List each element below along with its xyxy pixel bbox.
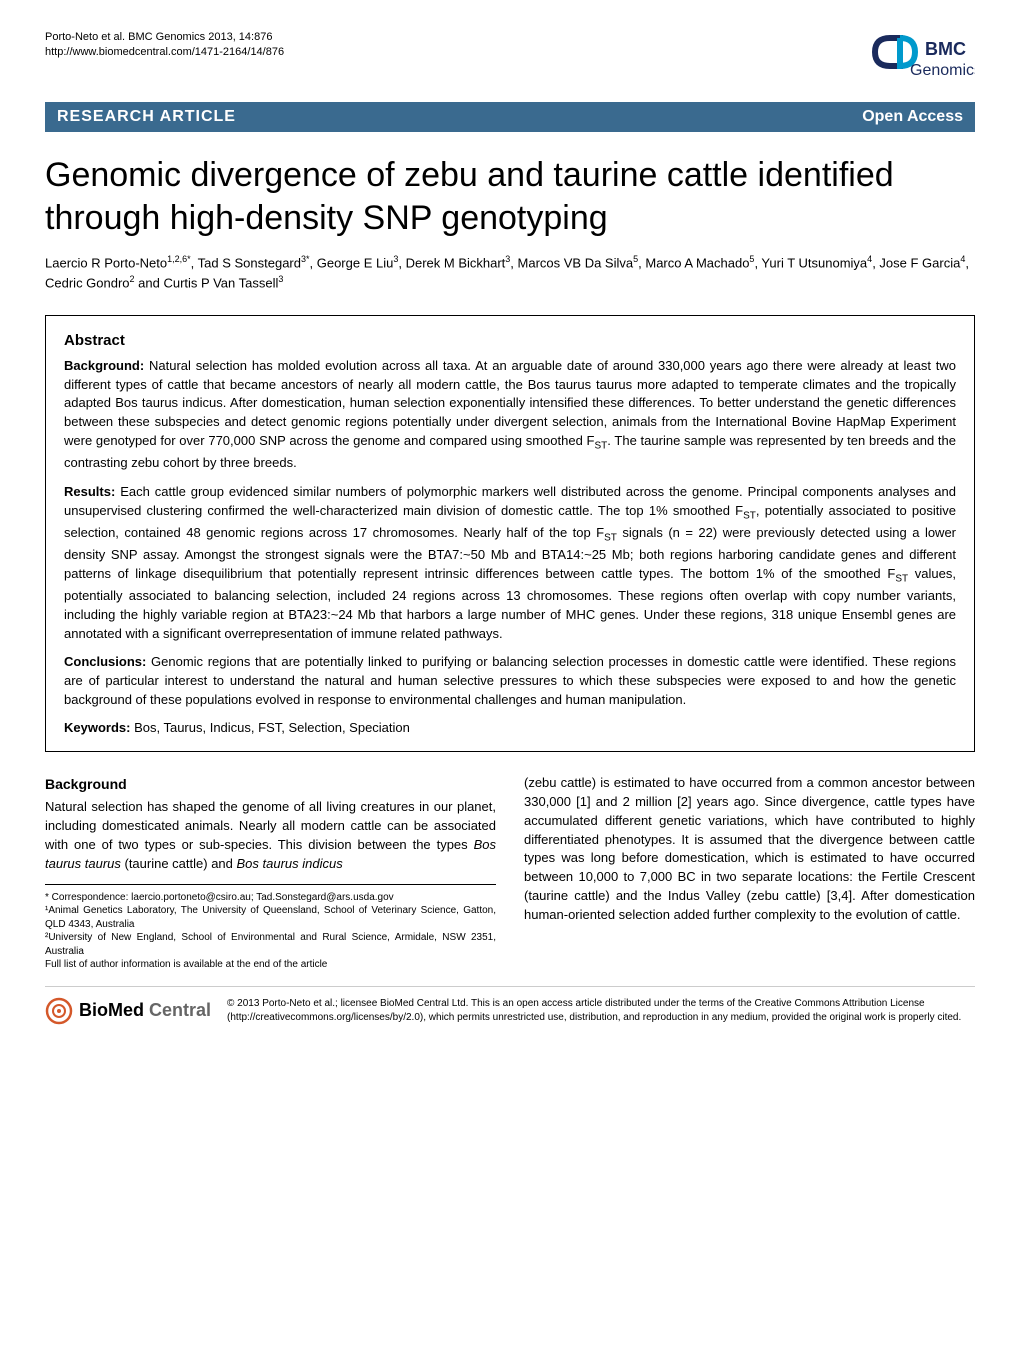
keywords-label: Keywords: — [64, 720, 130, 735]
citation-url: http://www.biomedcentral.com/1471-2164/1… — [45, 45, 284, 60]
license-text: © 2013 Porto-Neto et al.; licensee BioMe… — [227, 997, 975, 1024]
right-column: (zebu cattle) is estimated to have occur… — [524, 774, 975, 972]
abstract-background-text: Natural selection has molded evolution a… — [64, 358, 956, 470]
keywords-row: Keywords: Bos, Taurus, Indicus, FST, Sel… — [64, 720, 956, 735]
header-row: Porto-Neto et al. BMC Genomics 2013, 14:… — [45, 30, 975, 90]
footer-row: BioMed Central © 2013 Porto-Neto et al.;… — [45, 986, 975, 1025]
background-heading: Background — [45, 774, 496, 794]
abstract-box: Abstract Background: Natural selection h… — [45, 315, 975, 752]
abstract-results-text: Each cattle group evidenced similar numb… — [64, 484, 956, 641]
journal-logo: BMC Genomics — [855, 30, 975, 90]
biomed-central-logo: BioMed Central — [45, 997, 211, 1025]
left-column: Background Natural selection has shaped … — [45, 774, 496, 972]
correspondence-line: * Correspondence: laercio.portoneto@csir… — [45, 891, 496, 905]
body-col2-text: (zebu cattle) is estimated to have occur… — [524, 775, 975, 922]
abstract-heading: Abstract — [64, 332, 956, 349]
article-title: Genomic divergence of zebu and taurine c… — [45, 154, 975, 239]
logo-text-bmc: BMC — [925, 39, 966, 59]
abstract-conclusions-label: Conclusions: — [64, 654, 146, 669]
article-type-banner: RESEARCH ARTICLE Open Access — [45, 102, 975, 132]
footnotes-block: * Correspondence: laercio.portoneto@csir… — [45, 884, 496, 972]
abstract-results: Results: Each cattle group evidenced sim… — [64, 483, 956, 644]
abstract-results-label: Results: — [64, 484, 115, 499]
article-type: RESEARCH ARTICLE — [57, 108, 236, 126]
abstract-background: Background: Natural selection has molded… — [64, 357, 956, 473]
citation-line1: Porto-Neto et al. BMC Genomics 2013, 14:… — [45, 30, 284, 45]
affiliation-2: ²University of New England, School of En… — [45, 931, 496, 958]
logo-text-genomics: Genomics — [910, 62, 975, 79]
affiliation-1: ¹Animal Genetics Laboratory, The Univers… — [45, 904, 496, 931]
abstract-conclusions-text: Genomic regions that are potentially lin… — [64, 654, 956, 707]
abstract-conclusions: Conclusions: Genomic regions that are po… — [64, 653, 956, 710]
body-columns: Background Natural selection has shaped … — [45, 774, 975, 972]
bmc-circle-icon — [45, 997, 73, 1025]
author-list: Laercio R Porto-Neto1,2,6*, Tad S Sonste… — [45, 253, 975, 293]
body-col1-text: Natural selection has shaped the genome … — [45, 799, 496, 871]
keywords-text: Bos, Taurus, Indicus, FST, Selection, Sp… — [130, 720, 409, 735]
bmc-logo-text: BioMed Central — [79, 1000, 211, 1021]
abstract-background-label: Background: — [64, 358, 144, 373]
citation-block: Porto-Neto et al. BMC Genomics 2013, 14:… — [45, 30, 284, 61]
author-info-note: Full list of author information is avail… — [45, 958, 496, 972]
open-access-label: Open Access — [862, 108, 963, 126]
